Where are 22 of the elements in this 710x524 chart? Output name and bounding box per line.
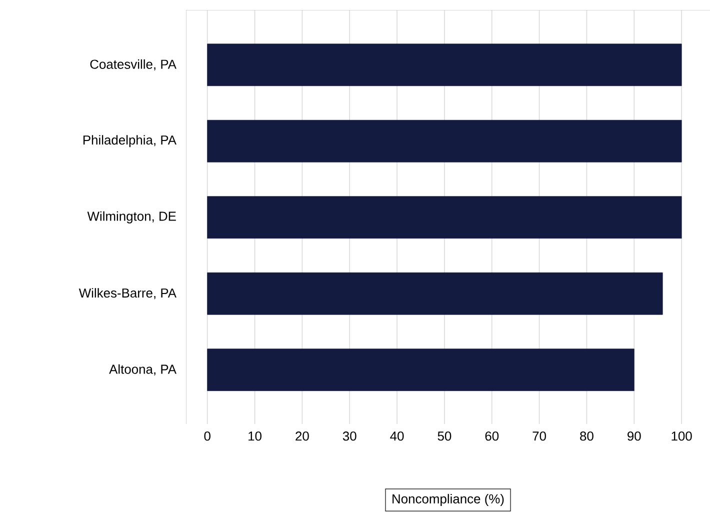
y-tick-label: Philadelphia, PA — [83, 135, 176, 148]
y-tick-label: Wilkes-Barre, PA — [78, 288, 176, 300]
y-tick-label: Altoona, PA — [109, 364, 176, 376]
x-axis-title: Noncompliance (%) — [392, 494, 504, 506]
bar — [207, 272, 663, 315]
x-tick-label: 10 — [248, 432, 262, 441]
y-tick-label: Wilmington, DE — [87, 211, 176, 224]
bar — [207, 44, 682, 86]
x-tick-label: 20 — [296, 432, 309, 441]
x-tick-label: 100 — [672, 432, 692, 441]
bar — [207, 348, 634, 392]
x-tick-label: 60 — [485, 432, 499, 441]
bar — [207, 196, 682, 239]
x-tick-label: 0 — [204, 432, 210, 441]
bar — [207, 120, 682, 162]
x-tick-label: 90 — [628, 432, 641, 441]
x-tick-label: 70 — [532, 432, 546, 441]
x-tick-label: 80 — [580, 432, 594, 441]
x-tick-label: 50 — [438, 432, 452, 441]
x-tick-label: 30 — [342, 432, 356, 441]
y-tick-label: Coatesville, PA — [90, 59, 176, 70]
x-tick-label: 40 — [390, 432, 404, 441]
